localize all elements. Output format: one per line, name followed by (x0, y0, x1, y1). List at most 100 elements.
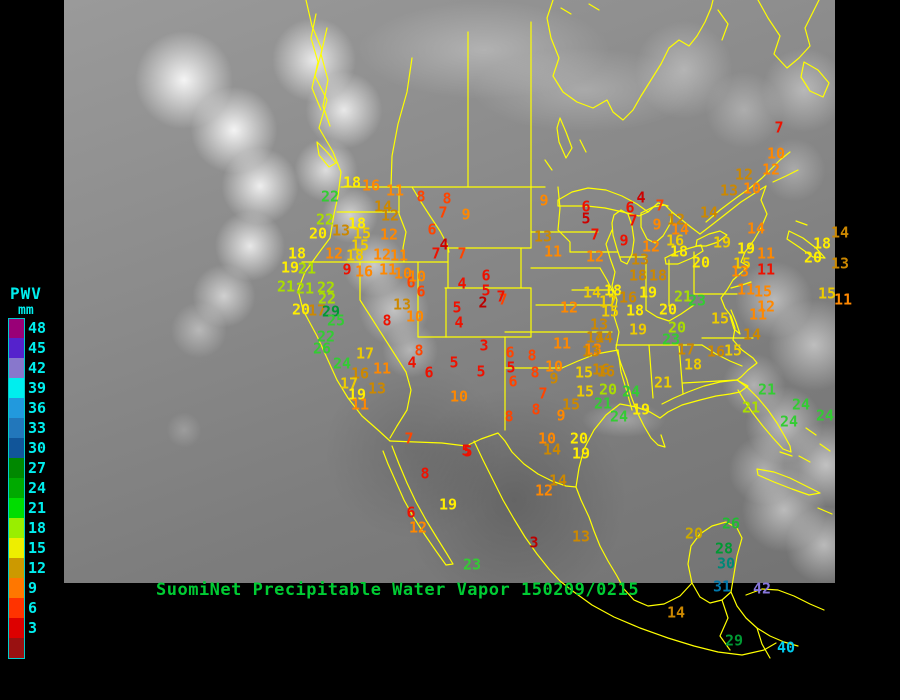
station-value: 6 (406, 503, 416, 522)
legend-swatch (8, 378, 25, 398)
station-value: 14 (548, 471, 568, 490)
station-value: 12 (756, 297, 776, 316)
station-value: 18 (342, 173, 362, 192)
station-value: 19 (438, 495, 458, 514)
station-value: 22 (317, 289, 337, 308)
station-value: 9 (461, 205, 471, 224)
station-value: 18 (345, 246, 365, 265)
station-value: 25 (326, 311, 346, 330)
station-value: 16 (361, 176, 381, 195)
legend-label: 12 (28, 559, 47, 577)
station-value: 11 (756, 244, 776, 263)
station-value: 12 (734, 165, 754, 184)
legend-label: 36 (28, 399, 47, 417)
legend-swatch (8, 478, 25, 498)
station-value: 26 (721, 514, 741, 533)
station-value: 8 (420, 464, 430, 483)
station-value: 13 (730, 262, 750, 281)
station-value: 15 (710, 309, 730, 328)
station-value: 15 (732, 254, 752, 273)
station-value: 24 (779, 412, 799, 431)
station-value: 24 (332, 354, 352, 373)
legend-swatch (8, 358, 25, 378)
legend-swatch (8, 338, 25, 358)
legend-swatch (8, 438, 25, 458)
station-value: 5 (581, 209, 591, 228)
station-value: 11 (389, 246, 409, 265)
legend-title: PWV (10, 284, 42, 303)
station-value: 11 (385, 181, 405, 200)
station-value: 7 (774, 118, 784, 137)
station-value: 16 (665, 231, 685, 250)
station-value: 10 (405, 307, 425, 326)
legend-entry: 39 (8, 378, 46, 398)
station-value: 11 (833, 290, 853, 309)
coastline-paths (297, 0, 833, 659)
station-value: 24 (815, 406, 835, 425)
station-value: 9 (539, 191, 549, 210)
station-value: 14 (594, 328, 614, 347)
legend-entry: 18 (8, 518, 46, 538)
station-value: 12 (372, 245, 392, 264)
station-value: 8 (530, 363, 540, 382)
legend-entry: 24 (8, 478, 46, 498)
station-value: 13 (830, 254, 850, 273)
station-value: 16 (596, 362, 616, 381)
station-value: 18 (628, 266, 648, 285)
station-value: 24 (609, 407, 629, 426)
station-value: 6 (505, 343, 515, 362)
station-value: 21 (295, 279, 315, 298)
station-value: 7 (438, 203, 448, 222)
station-value: 15 (575, 382, 595, 401)
station-value: 15 (817, 284, 837, 303)
station-value: 14 (373, 197, 393, 216)
station-value: 14 (582, 283, 602, 302)
station-value: 20 (684, 524, 704, 543)
station-value: 20 (569, 429, 589, 448)
station-value: 10 (449, 387, 469, 406)
station-value: 20 (658, 300, 678, 319)
station-value: 7 (538, 384, 548, 403)
station-value: 16 (706, 342, 726, 361)
legend-entry: 33 (8, 418, 46, 438)
legend-entry: 9 (8, 578, 46, 598)
station-value: 9 (652, 215, 662, 234)
legend-entry: 3 (8, 618, 46, 638)
station-value: 23 (462, 555, 482, 574)
station-value: 4 (439, 235, 449, 254)
station-value: 8 (527, 346, 537, 365)
station-value: 12 (585, 247, 605, 266)
station-value: 17 (339, 374, 359, 393)
station-value: 9 (556, 406, 566, 425)
station-value: 5 (461, 441, 471, 460)
legend-label: 45 (28, 339, 47, 357)
station-value: 5 (506, 358, 516, 377)
legend-label: 39 (28, 379, 47, 397)
legend-entry: 27 (8, 458, 46, 478)
station-value: 6 (406, 273, 416, 292)
station-value: 7 (404, 429, 414, 448)
station-value: 3 (479, 336, 489, 355)
station-value: 19 (631, 400, 651, 419)
station-value: 12 (408, 518, 428, 537)
station-value: 18 (347, 214, 367, 233)
station-value: 22 (316, 327, 336, 346)
station-value: 14 (585, 328, 605, 347)
station-value: 13 (533, 227, 553, 246)
station-value: 11 (350, 395, 370, 414)
station-value: 8 (416, 187, 426, 206)
station-value: 21 (297, 259, 317, 278)
pwv-legend: PWV mm 48 45 42 39 36 33 30 27 24 21 18 15 12 9 6 3 (8, 284, 47, 659)
satellite-image (64, 0, 835, 583)
legend-label: 33 (28, 419, 47, 437)
station-value: 11 (543, 242, 563, 261)
station-value: 22 (316, 278, 336, 297)
legend-entry: 6 (8, 598, 46, 618)
station-value: 12 (666, 210, 686, 229)
station-value: 21 (276, 277, 296, 296)
station-value: 13 (581, 342, 601, 361)
station-value: 6 (508, 372, 518, 391)
station-value: 5 (449, 353, 459, 372)
station-value: 18 (683, 355, 703, 374)
